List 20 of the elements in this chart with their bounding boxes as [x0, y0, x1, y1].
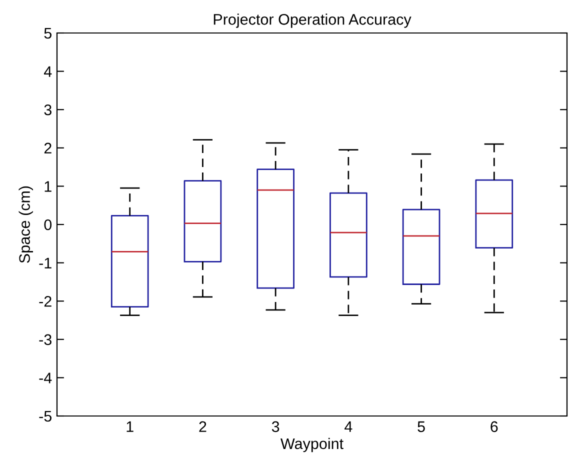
x-axis-title: Waypoint [280, 438, 344, 452]
y-tick-label: 0 [44, 219, 52, 230]
y-tick-label: 4 [44, 66, 52, 77]
chart-title: Projector Operation Accuracy [214, 14, 412, 28]
y-tick-label: -4 [39, 372, 52, 384]
x-tick-label: 4 [344, 421, 352, 432]
x-tick-label: 1 [126, 421, 134, 432]
x-tick-label: 6 [490, 421, 498, 432]
y-tick-label: 2 [44, 142, 52, 154]
x-tick-label: 3 [272, 421, 280, 432]
y-tick-label: 5 [44, 28, 52, 39]
y-axis-title: Space (cm) [18, 186, 33, 263]
y-tick-label: -5 [39, 411, 52, 422]
y-tick-label: 3 [44, 104, 52, 116]
y-tick-label: 1 [44, 181, 52, 192]
y-tick-label: -3 [39, 334, 52, 346]
y-tick-label: -2 [39, 296, 52, 307]
x-tick-label: 2 [199, 421, 206, 432]
y-tick-label: -1 [39, 258, 52, 268]
x-tick-label: 5 [418, 421, 425, 432]
